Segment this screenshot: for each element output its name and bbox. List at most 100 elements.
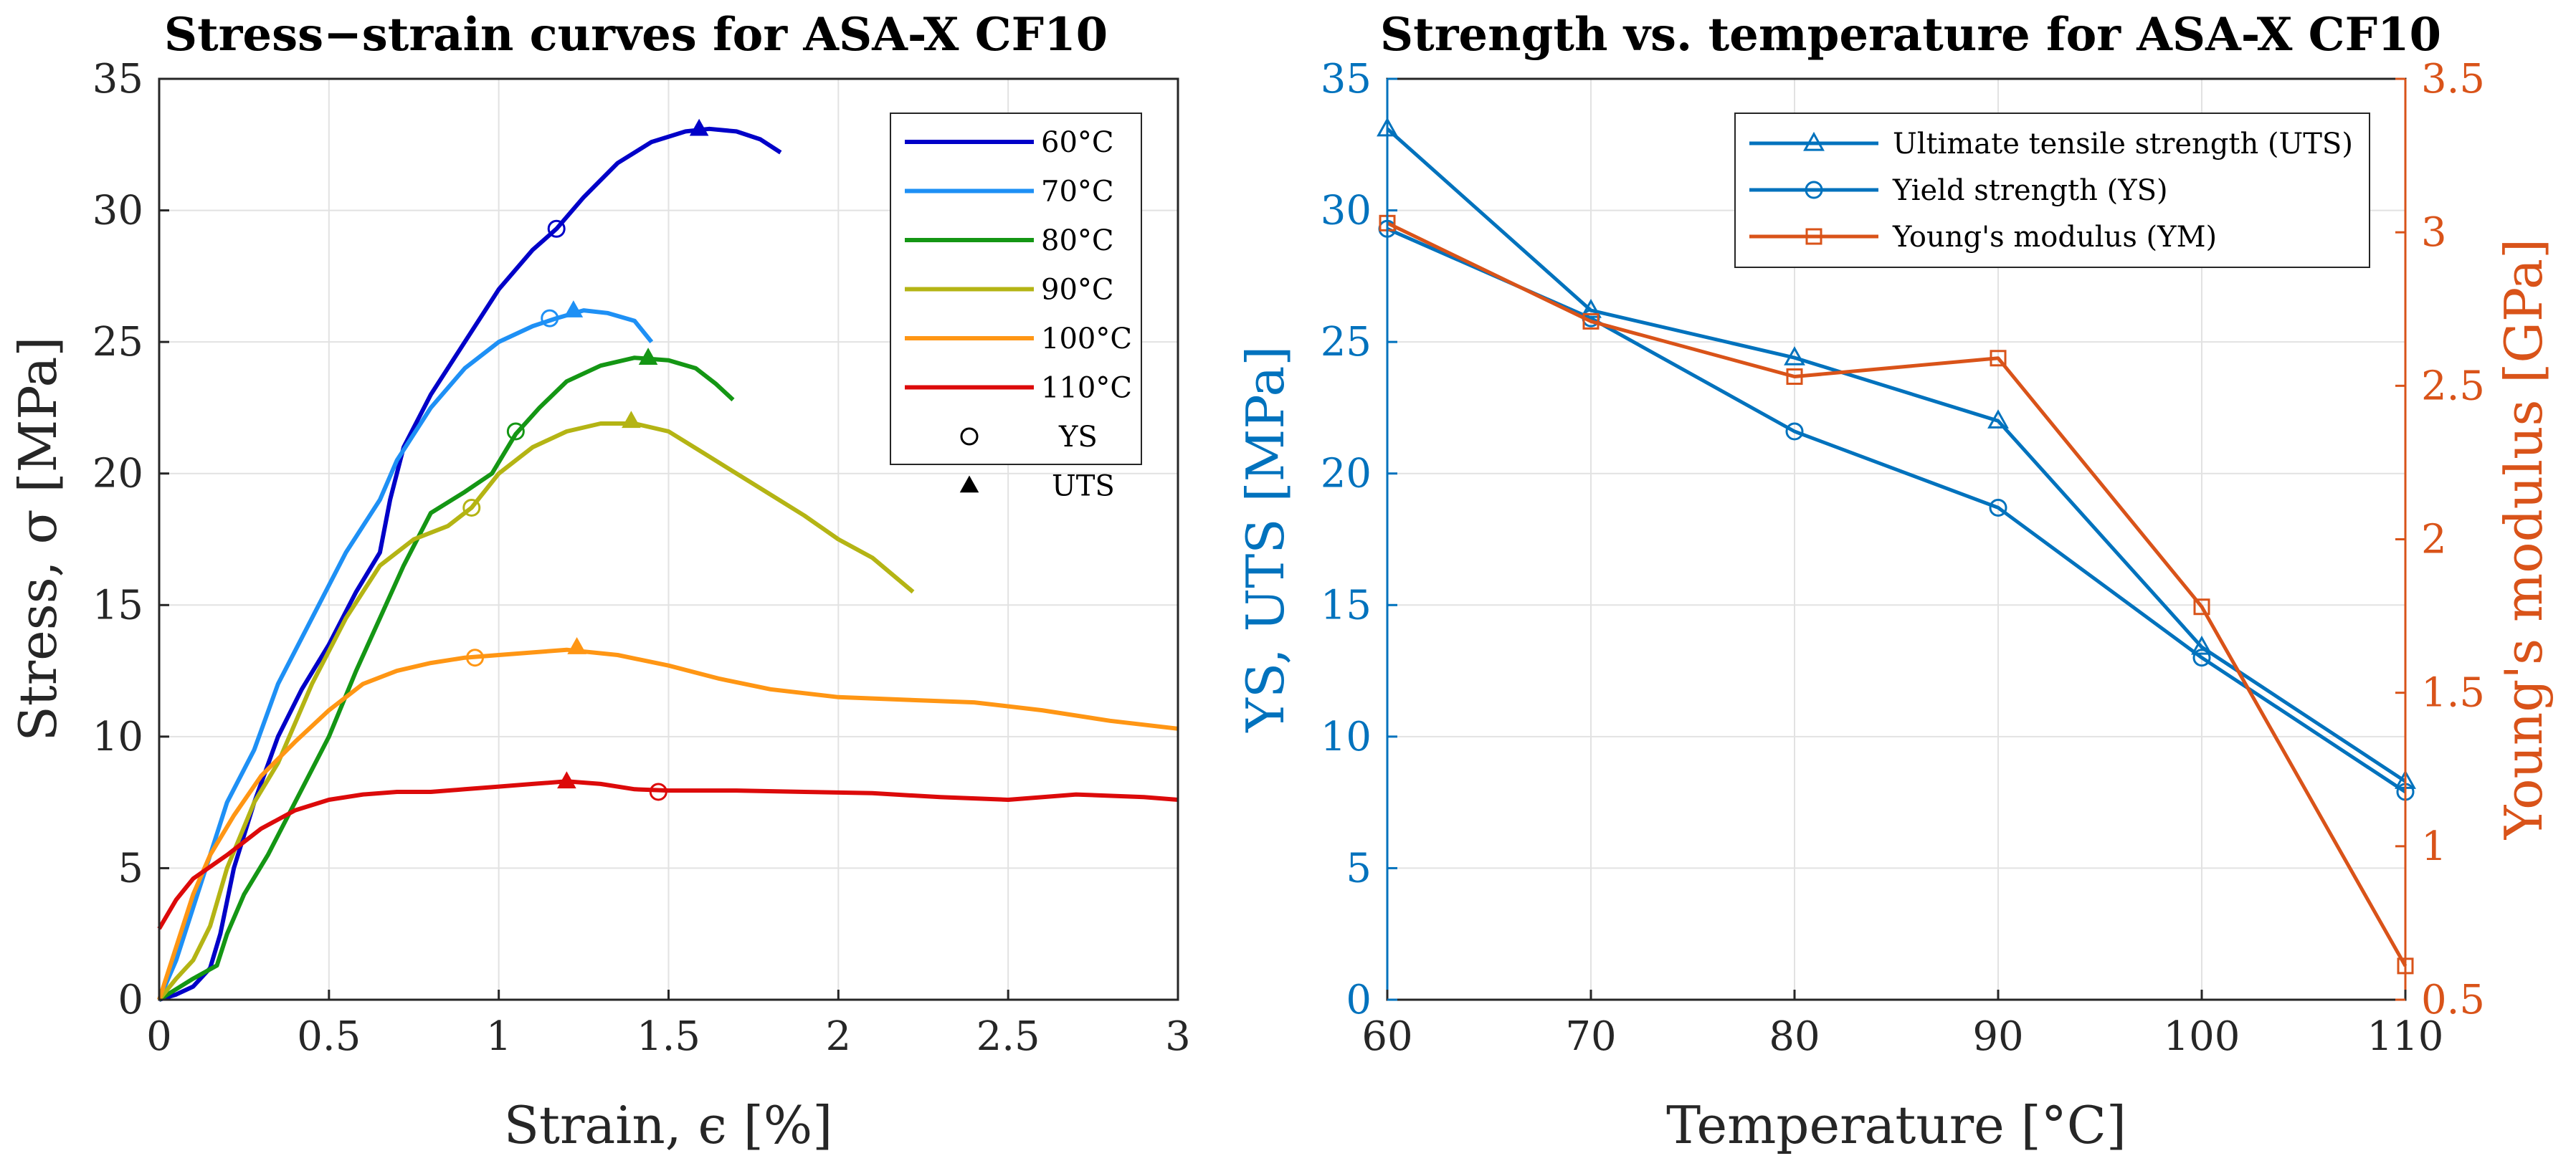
chart2-circle-marker: [1989, 498, 2007, 517]
chart2-left-tick-label: 10: [1321, 714, 1372, 760]
chart1-legend-label: 80°C: [1041, 224, 1114, 257]
chart1-y-tick-label: 35: [92, 56, 143, 102]
chart1-x-ticks: 0 0.5 1 1.5 2 2.5 3: [146, 990, 1191, 1060]
chart1-x-tick-label: 1: [486, 1013, 512, 1060]
chart2-square-marker: [1582, 312, 1600, 330]
chart2-x-tick-label: 80: [1769, 1013, 1820, 1060]
chart1-ys-marker: [466, 649, 485, 667]
chart1-y-tick-label: 5: [118, 845, 143, 892]
chart1-legend-label: 110°C: [1041, 372, 1132, 405]
chart2-x-tick-label: 110: [2367, 1013, 2444, 1060]
chart2-right-tick-label: 0.5: [2421, 977, 2485, 1023]
chart1-ys-marker: [462, 498, 481, 517]
chart2-triangle-marker: [1784, 346, 1805, 365]
chart2-right-tick-label: 3.5: [2421, 56, 2485, 102]
chart2-triangle-marker: [1987, 409, 2009, 429]
chart1-legend-ys-marker: [960, 427, 979, 446]
chart2-left-y-axis-label: YS, UTS [MPa]: [1235, 345, 1296, 732]
chart1-y-tick-label: 0: [118, 977, 143, 1023]
chart1-uts-marker: [564, 300, 584, 317]
chart1-legend: 60°C 70°C 80°C 90°C 100°C 110°C YS UTS: [890, 113, 1142, 503]
chart1-y-tick-label: 20: [92, 451, 143, 497]
chart2-left-tick-label: 5: [1346, 845, 1372, 892]
chart1-uts-marker: [557, 771, 576, 789]
chart1-uts-marker: [689, 118, 709, 136]
chart2-x-tick-label: 100: [2164, 1013, 2240, 1060]
strength-temperature-chart: Strength vs. temperature for ASA-X CF10 …: [1235, 8, 2554, 1155]
chart2-right-tick-label: 1.5: [2421, 670, 2485, 717]
chart2-series-line: [1386, 227, 2407, 794]
chart1-series-line: [158, 126, 782, 1002]
chart1-legend-uts-label: UTS: [1052, 470, 1115, 503]
chart2-x-tick-label: 90: [1972, 1013, 2023, 1060]
chart1-title: Stress−strain curves for ASA-X CF10: [164, 8, 1108, 62]
chart1-legend-label: 100°C: [1041, 322, 1132, 355]
chart1-legend-label: 60°C: [1041, 126, 1114, 159]
chart1-y-tick-label: 30: [92, 188, 143, 234]
chart2-legend-marker: [1805, 181, 1823, 199]
chart2-right-y-axis-label: Young's modulus [GPa]: [2494, 239, 2554, 840]
stress-strain-chart: Stress−strain curves for ASA-X CF10 0 0.5…: [8, 8, 1191, 1155]
chart1-uts-marker: [638, 348, 658, 365]
chart1-y-tick-label: 25: [92, 319, 143, 365]
chart2-left-tick-label: 20: [1321, 451, 1372, 497]
chart2-legend-marker: [1805, 228, 1822, 245]
chart2-left-tick-label: 30: [1321, 188, 1372, 234]
chart2-square-marker: [2193, 598, 2210, 616]
chart2-legend-label: Young's modulus (YM): [1892, 221, 2217, 254]
chart1-series-line: [157, 647, 1179, 1000]
chart1-y-ticks: 0 5 10 15 20 25 30 35: [92, 56, 169, 1023]
chart1-legend-ys-label: YS: [1058, 421, 1098, 454]
chart2-right-tick-label: 3: [2421, 209, 2447, 256]
chart2-circle-marker: [2192, 649, 2211, 667]
chart2-square-marker: [1990, 350, 2007, 367]
chart2-left-tick-label: 25: [1321, 319, 1372, 365]
chart1-x-tick-label: 3: [1165, 1013, 1191, 1060]
chart2-circle-marker: [1785, 422, 1804, 441]
chart1-ys-marker: [541, 309, 559, 328]
chart1-y-tick-label: 10: [92, 714, 143, 760]
chart2-left-tick-label: 35: [1321, 56, 1372, 102]
chart2-left-tick-label: 0: [1346, 977, 1372, 1023]
chart2-left-y-ticks: 0 5 10 15 20 25 30 35: [1321, 56, 1397, 1023]
chart2-x-axis-label: Temperature [°C]: [1666, 1095, 2126, 1155]
chart1-ys-marker: [506, 422, 525, 441]
chart1-x-tick-label: 0: [146, 1013, 172, 1060]
chart1-uts-marker: [567, 637, 586, 654]
chart1-y-tick-label: 15: [92, 582, 143, 628]
chart1-ys-marker: [547, 219, 566, 238]
chart1-series-line: [157, 421, 915, 1001]
chart1-series-group: [157, 126, 1179, 1002]
chart2-series-group: [1377, 117, 2416, 975]
chart2-triangle-marker: [2191, 635, 2213, 655]
chart1-series-line: [157, 779, 1179, 930]
chart2-legend-label: Ultimate tensile strength (UTS): [1893, 128, 2353, 161]
chart1-legend-label: 90°C: [1041, 274, 1114, 307]
chart1-markers-group: [462, 118, 709, 801]
chart2-right-y-ticks: 0.5 1 1.5 2 2.5 3 3.5: [2395, 56, 2485, 1023]
chart1-x-tick-label: 1.5: [637, 1013, 700, 1060]
chart1-legend-uts-marker: [959, 475, 979, 493]
chart2-title: Strength vs. temperature for ASA-X CF10: [1380, 8, 2441, 62]
chart1-series-line: [157, 308, 654, 1001]
chart2-square-marker: [1786, 368, 1803, 385]
chart1-legend-label: 70°C: [1041, 176, 1114, 209]
chart1-x-tick-label: 2.5: [976, 1013, 1040, 1060]
chart2-left-tick-label: 15: [1321, 582, 1372, 628]
chart2-series-line: [1386, 221, 2408, 967]
chart2-right-tick-label: 2.5: [2421, 363, 2485, 409]
chart2-legend: Ultimate tensile strength (UTS) Yield str…: [1734, 113, 2370, 268]
chart1-series-line: [158, 355, 735, 1002]
chart1-uts-marker: [622, 411, 641, 429]
chart2-right-tick-label: 1: [2421, 823, 2447, 870]
chart1-x-axis-label: Strain, ϵ [%]: [504, 1095, 833, 1155]
chart2-x-tick-label: 60: [1361, 1013, 1412, 1060]
chart1-x-tick-label: 2: [826, 1013, 852, 1060]
chart2-x-tick-label: 70: [1565, 1013, 1616, 1060]
chart1-ys-marker: [649, 783, 667, 801]
chart1-y-axis-label: Stress, σ [MPa]: [8, 336, 68, 741]
chart1-x-tick-label: 0.5: [297, 1013, 361, 1060]
chart2-x-ticks: 60 70 80 90 100 110: [1361, 990, 2443, 1060]
chart2-legend-marker: [1803, 131, 1825, 151]
